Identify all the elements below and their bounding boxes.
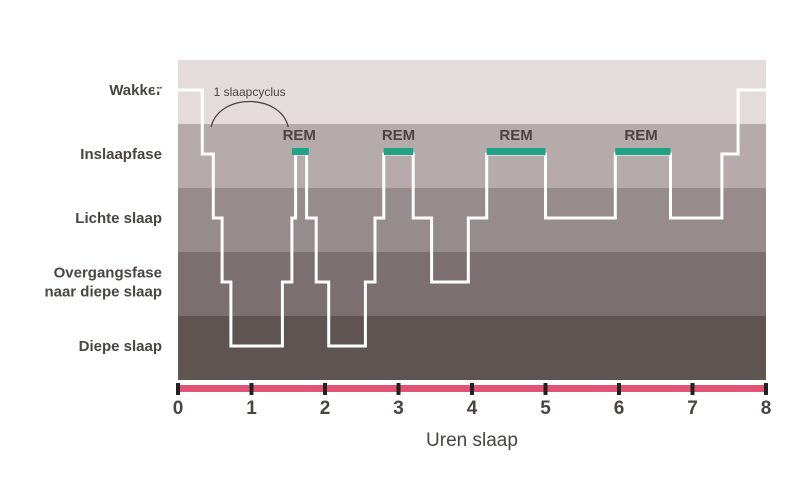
x-tick-label: 0 <box>173 398 184 419</box>
rem-bar <box>615 148 671 155</box>
stage-label: Overgangsfase <box>54 265 162 282</box>
rem-label: REM <box>382 127 415 144</box>
x-tick <box>176 383 180 395</box>
x-tick-label: 4 <box>467 398 478 419</box>
rem-label: REM <box>624 127 657 144</box>
stage-band <box>178 188 766 252</box>
stage-label: Diepe slaap <box>79 338 162 355</box>
stage-bands <box>178 60 766 380</box>
stage-label: naar diepe slaap <box>44 284 162 301</box>
rem-bar <box>383 148 414 155</box>
x-tick <box>617 383 621 395</box>
cycle-label: 1 slaapcyclus <box>214 85 286 99</box>
x-tick <box>764 383 768 395</box>
rem-periods: REM REM REM REM <box>283 127 671 155</box>
cycle-annotation: 1 slaapcyclus <box>210 85 289 128</box>
x-tick-label: 2 <box>320 398 331 419</box>
stage-band <box>178 60 766 124</box>
x-tick-label: 7 <box>687 398 698 419</box>
x-tick-label: 8 <box>761 398 772 419</box>
stage-label: Inslaapfase <box>80 146 162 163</box>
hypnogram <box>154 88 766 348</box>
rem-bar <box>291 148 309 155</box>
stage-label: Lichte slaap <box>75 210 162 227</box>
stage-label: Wakker <box>109 82 162 99</box>
stage-labels: Wakker Inslaapfase Lichte slaap Overgangsfa… <box>44 82 162 355</box>
x-tick-label: 3 <box>393 398 404 419</box>
x-axis: 0 1 2 3 4 5 6 7 8 <box>173 383 772 419</box>
rem-label: REM <box>283 127 316 144</box>
x-tick <box>396 383 401 395</box>
x-tick <box>543 383 548 395</box>
x-axis-title: Uren slaap <box>426 430 518 451</box>
stage-band <box>178 124 766 188</box>
stage-band <box>178 316 766 380</box>
x-tick <box>249 383 254 395</box>
x-tick <box>323 383 327 395</box>
x-tick-label: 6 <box>614 398 625 419</box>
stage-band <box>178 252 766 316</box>
x-tick-label: 5 <box>540 398 551 419</box>
x-tick <box>470 383 474 395</box>
hypnogram-line <box>154 88 766 348</box>
x-tick-label: 1 <box>246 398 257 419</box>
rem-bar <box>486 148 546 155</box>
x-tick <box>690 383 695 395</box>
rem-label: REM <box>499 127 532 144</box>
cycle-arc <box>210 100 289 128</box>
